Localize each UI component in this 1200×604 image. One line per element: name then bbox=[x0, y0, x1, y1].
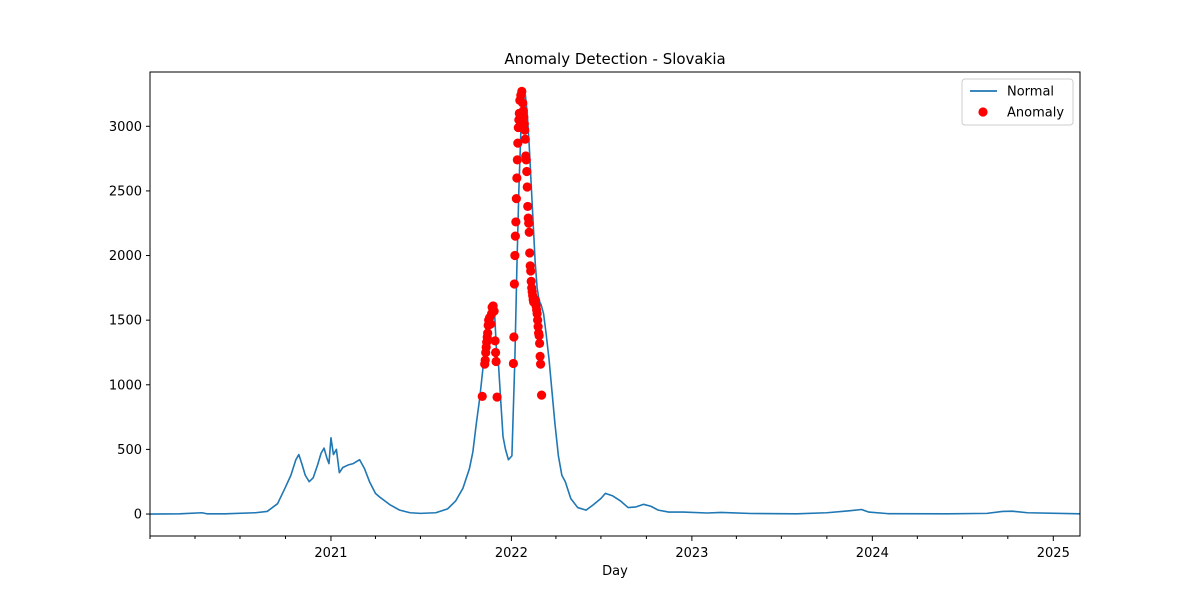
anomaly-point bbox=[524, 227, 534, 237]
anomaly-point bbox=[522, 166, 532, 177]
legend-anomaly-label: Anomaly bbox=[1007, 106, 1064, 121]
anomaly-point bbox=[509, 332, 519, 342]
axes: 0 500 1000 1500 2000 2500 3000 2021 2022 2023 2024… bbox=[109, 71, 1081, 561]
anomaly-point bbox=[512, 173, 522, 183]
anomaly-point bbox=[510, 250, 520, 261]
anomaly-point bbox=[511, 217, 521, 227]
anomaly-point bbox=[517, 86, 527, 96]
y-tick-label: 1000 bbox=[109, 378, 142, 393]
anomaly-point bbox=[521, 155, 531, 165]
anomaly-point bbox=[489, 306, 499, 316]
x-tick-label: 2025 bbox=[1037, 546, 1070, 561]
normal-series-line bbox=[150, 93, 1080, 515]
anomaly-point bbox=[492, 392, 502, 402]
y-tick-label: 0 bbox=[134, 508, 142, 523]
legend-anomaly-swatch bbox=[978, 107, 988, 117]
x-axis-label: Day bbox=[602, 564, 628, 579]
anomaly-point bbox=[509, 279, 519, 289]
anomaly-point bbox=[491, 347, 501, 358]
anomaly-point bbox=[518, 98, 528, 108]
anomaly-point bbox=[483, 328, 493, 338]
y-tick-label: 2000 bbox=[109, 249, 142, 264]
anomaly-point bbox=[535, 338, 545, 349]
anomaly-point bbox=[512, 155, 522, 165]
anomaly-point bbox=[526, 266, 536, 276]
anomaly-point bbox=[490, 336, 500, 346]
y-tick-label: 500 bbox=[117, 443, 142, 458]
anomaly-point bbox=[508, 358, 518, 369]
anomaly-point bbox=[524, 218, 534, 228]
anomaly-point bbox=[534, 331, 544, 341]
legend: Normal Anomaly bbox=[961, 78, 1074, 126]
anomaly-series bbox=[477, 86, 547, 402]
anomaly-point bbox=[522, 182, 532, 192]
y-tick-label: 3000 bbox=[109, 120, 142, 135]
anomaly-point bbox=[477, 391, 487, 402]
anomaly-point bbox=[536, 390, 547, 400]
plot-area bbox=[150, 86, 1080, 515]
anomaly-point bbox=[525, 248, 535, 258]
anomaly-point bbox=[520, 125, 530, 135]
y-tick-label: 2500 bbox=[109, 184, 142, 199]
x-tick-label: 2021 bbox=[314, 546, 347, 561]
plot-frame bbox=[149, 71, 1081, 537]
x-tick-label: 2022 bbox=[495, 546, 528, 561]
anomaly-point bbox=[520, 134, 530, 144]
normal-series bbox=[150, 93, 1080, 515]
anomaly-point bbox=[535, 359, 546, 369]
anomaly-point bbox=[511, 194, 521, 204]
anomaly-point bbox=[535, 351, 545, 361]
y-tick-label: 1500 bbox=[109, 314, 142, 329]
x-tick-label: 2024 bbox=[856, 546, 889, 561]
chart-title: Anomaly Detection - Slovakia bbox=[504, 50, 725, 68]
anomaly-point bbox=[513, 138, 523, 148]
legend-normal-label: Normal bbox=[1007, 85, 1054, 100]
anomaly-point bbox=[486, 319, 496, 329]
anomaly-point bbox=[523, 201, 533, 212]
anomaly-point bbox=[491, 356, 501, 367]
anomaly-point bbox=[510, 231, 520, 241]
anomaly-point bbox=[480, 355, 490, 365]
x-tick-label: 2023 bbox=[675, 546, 708, 561]
